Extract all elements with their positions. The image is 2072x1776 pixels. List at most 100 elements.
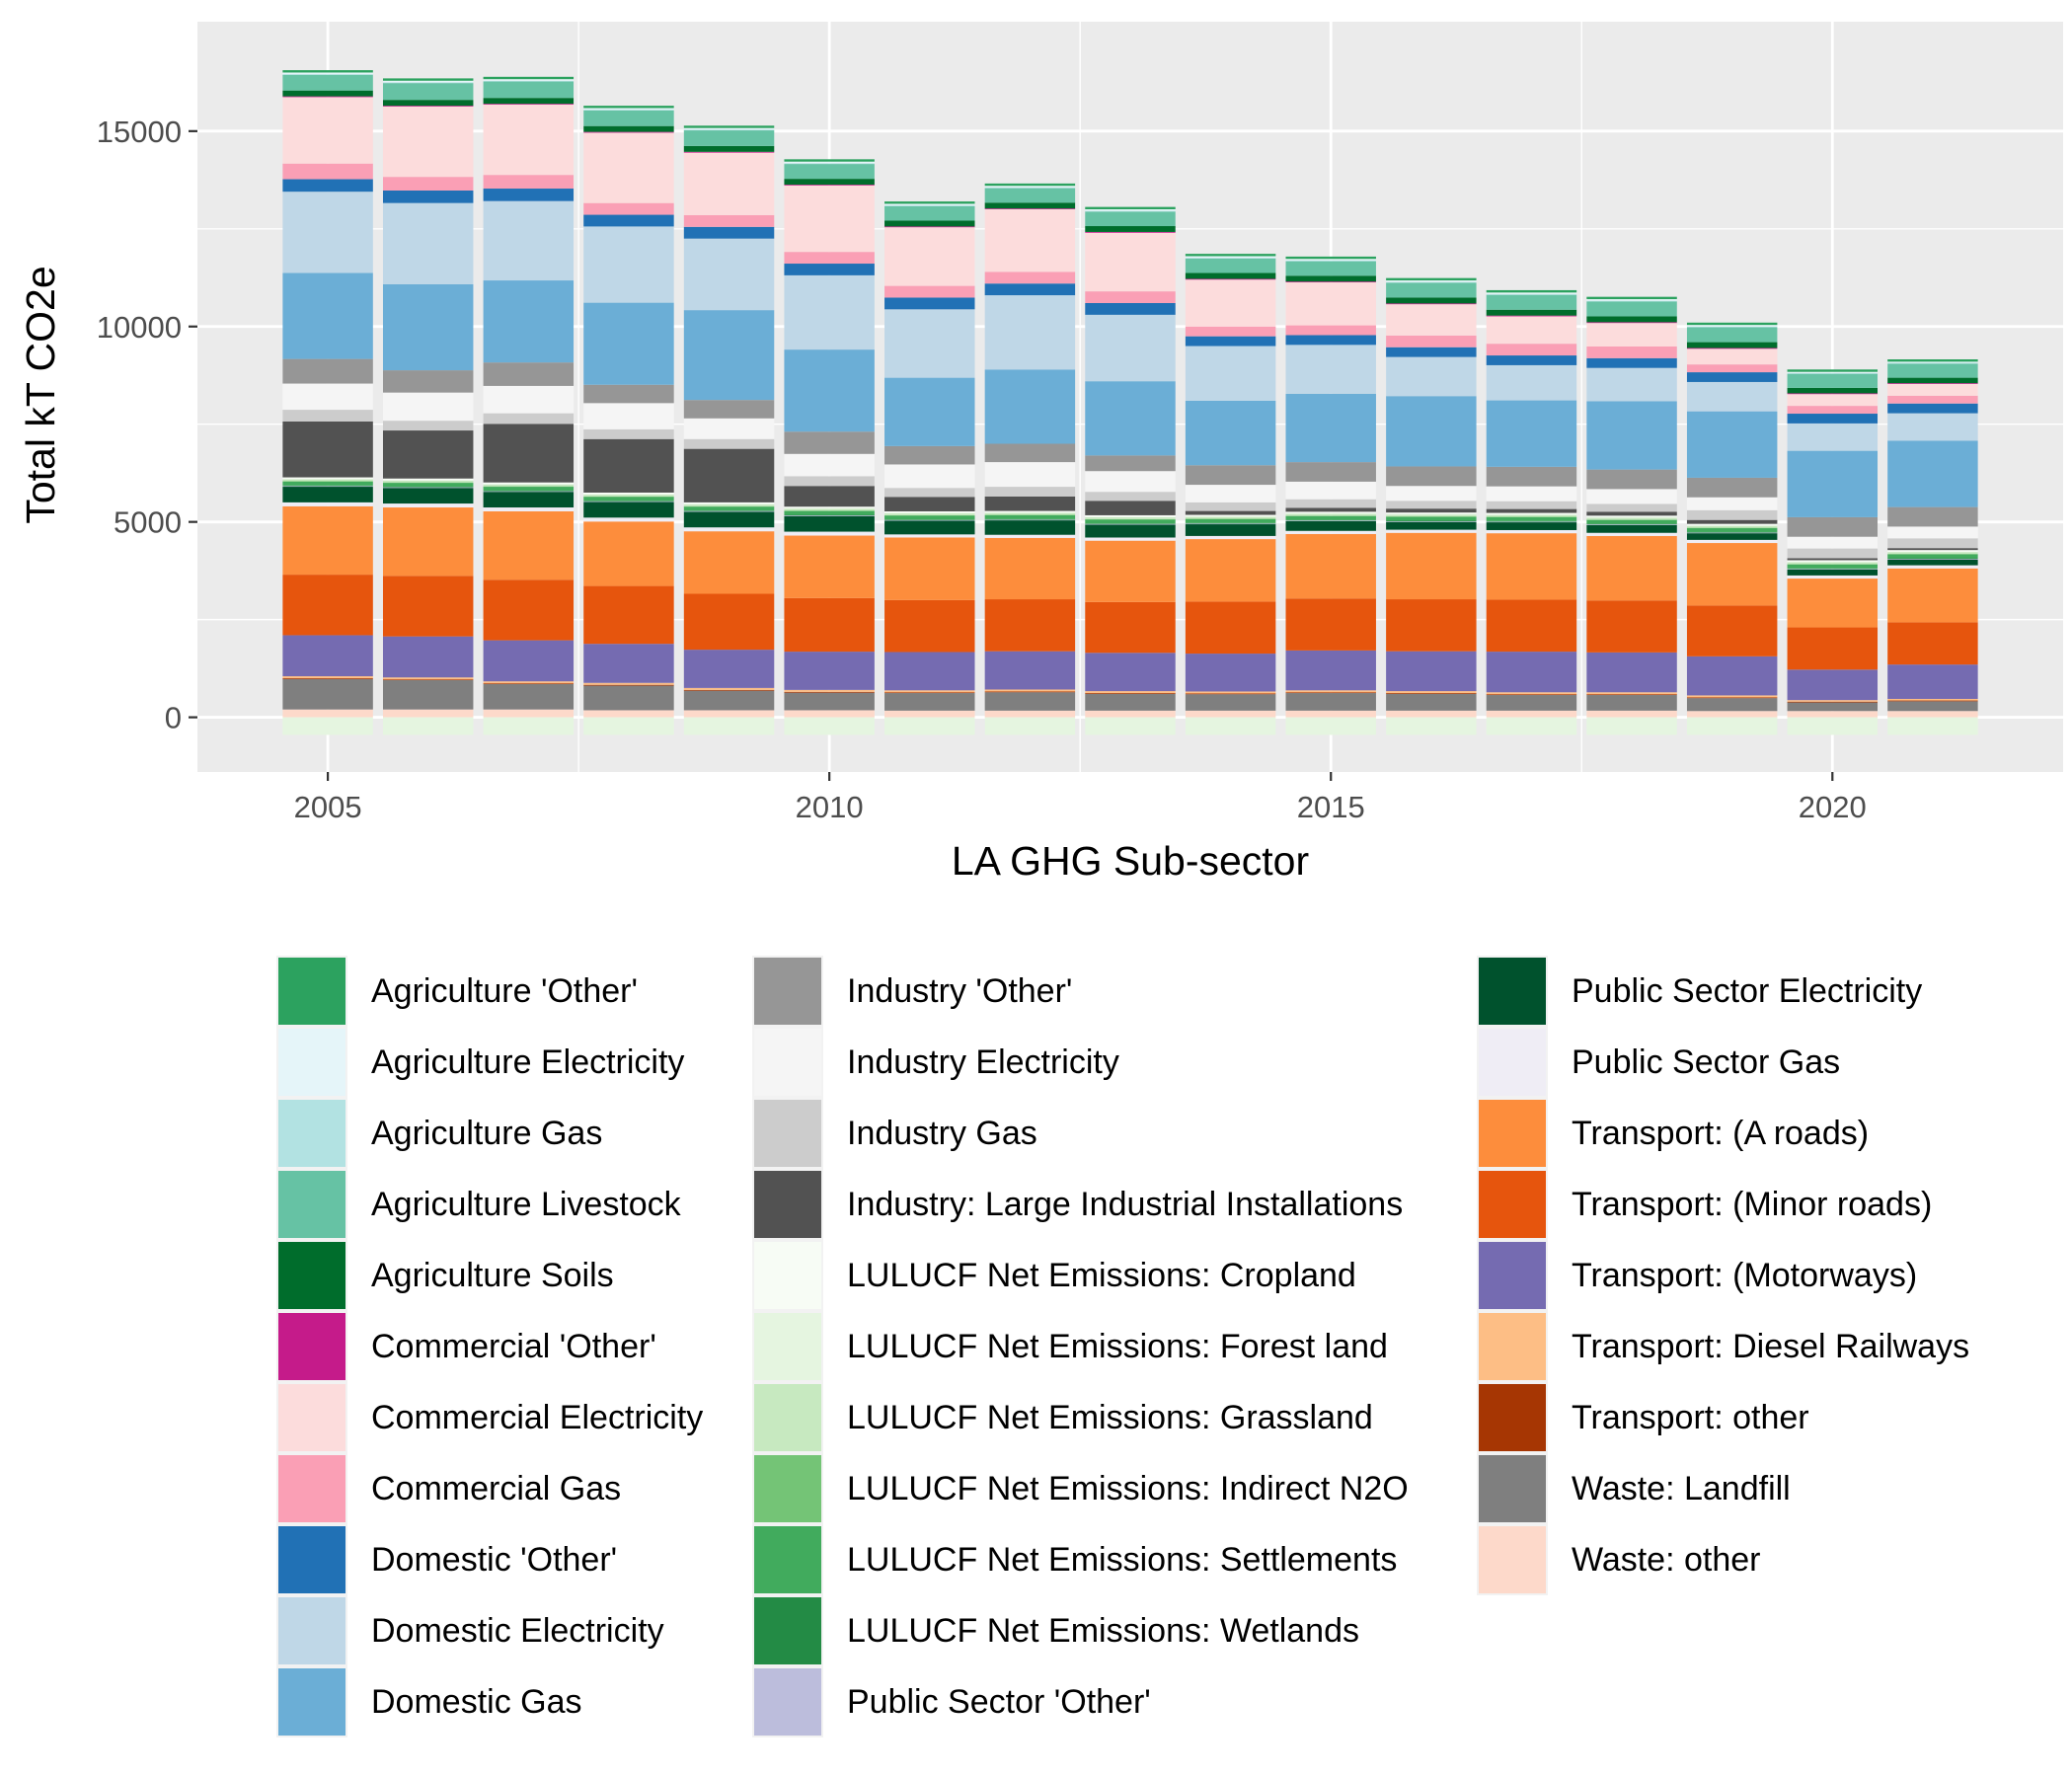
bar-segment — [784, 431, 875, 454]
bar-segment — [1386, 514, 1477, 517]
legend-item: LULUCF Net Emissions: Cropland — [752, 1240, 1463, 1311]
bar-segment — [1586, 489, 1677, 504]
bar-segment — [683, 593, 775, 651]
bar-segment — [1085, 226, 1176, 232]
bar-segment — [1486, 520, 1577, 522]
bar-segment — [1085, 540, 1176, 602]
bar-segment — [382, 83, 474, 101]
bar-segment — [483, 98, 575, 105]
bar-segment — [382, 679, 474, 680]
bar-segment — [1887, 361, 1978, 363]
legend-swatch — [754, 1100, 821, 1167]
bar-segment — [1787, 371, 1879, 373]
bar-segment — [382, 106, 474, 178]
bar-segment — [784, 506, 875, 509]
bar-segment — [1586, 515, 1677, 518]
bar-segment — [1486, 294, 1577, 310]
bar-segment — [1686, 381, 1778, 412]
legend-item: LULUCF Net Emissions: Grassland — [752, 1382, 1463, 1453]
bar-segment — [884, 519, 975, 521]
bar-segment — [1285, 520, 1376, 531]
bar-segment — [1486, 694, 1577, 696]
bar-segment — [683, 527, 775, 532]
bar-segment — [583, 226, 674, 303]
bar-segment — [1887, 558, 1978, 560]
bar-segment — [382, 487, 474, 489]
bar-segment — [282, 479, 373, 482]
bar-segment — [984, 186, 1076, 188]
legend-swatch — [754, 958, 821, 1025]
legend-swatch — [1479, 1526, 1546, 1593]
bar-segment — [1586, 523, 1677, 525]
bar-segment — [483, 579, 575, 641]
bar-segment — [1787, 564, 1879, 565]
bar-segment — [282, 97, 373, 164]
bar-segment — [1686, 527, 1778, 529]
bar-segment — [583, 682, 674, 685]
bar-segment — [1185, 326, 1276, 337]
bar-segment — [1787, 558, 1879, 561]
bar-segment — [1185, 694, 1276, 711]
bar-segment — [1486, 289, 1577, 293]
bar-segment — [583, 497, 674, 502]
bar-segment — [683, 130, 775, 146]
bar-segment — [1085, 717, 1176, 735]
bar-segment — [282, 717, 373, 735]
bar-segment — [1787, 575, 1879, 579]
bar-segment — [1686, 364, 1778, 373]
bar-segment — [1686, 348, 1778, 365]
bar-segment — [1686, 322, 1778, 326]
bar-segment — [583, 438, 674, 493]
bar-segment — [1386, 282, 1477, 298]
bar-segment — [1486, 599, 1577, 653]
bar-segment — [1185, 691, 1276, 694]
bar-segment — [1085, 691, 1176, 694]
bar-segment — [483, 484, 575, 487]
bar-segment — [583, 132, 674, 203]
bar-segment — [1486, 692, 1577, 695]
bar-segment — [984, 520, 1076, 535]
bar-segment — [984, 271, 1076, 284]
bar-segment — [683, 238, 775, 311]
bar-segment — [1185, 258, 1276, 273]
bar-segment — [1085, 693, 1176, 694]
bar-segment — [1686, 605, 1778, 656]
bar-segment — [984, 514, 1076, 519]
bar-segment — [282, 358, 373, 384]
legend-key — [276, 1595, 347, 1666]
bar-segment — [483, 640, 575, 682]
bar-segment — [1386, 297, 1477, 304]
legend-key — [1477, 956, 1548, 1027]
bar-segment — [1686, 509, 1778, 520]
bar-segment — [483, 487, 575, 491]
bar-segment — [884, 512, 975, 515]
bar-segment — [984, 710, 1076, 718]
bar-segment — [1686, 497, 1778, 510]
bar-segment — [984, 518, 1076, 520]
legend-item: Public Sector Gas — [1477, 1027, 2072, 1098]
bar-segment — [1586, 299, 1677, 301]
bar-segment — [784, 710, 875, 718]
bar-segment — [483, 486, 575, 488]
bar-segment — [282, 481, 373, 486]
bar-segment — [483, 362, 575, 386]
bar-segment — [382, 177, 474, 191]
legend-label: Agriculture Electricity — [371, 1043, 685, 1081]
bar-segment — [1386, 521, 1477, 530]
legend-key — [276, 1169, 347, 1240]
legend-swatch — [1479, 1242, 1546, 1309]
bar-segment — [583, 501, 674, 502]
bar-segment — [1686, 411, 1778, 478]
bar-segment — [1285, 513, 1376, 516]
bar-segment — [1887, 403, 1978, 414]
bar-segment — [483, 413, 575, 425]
x-axis-ticks: 2005 2010 2015 2020 — [294, 772, 1867, 824]
bar-segment — [282, 421, 373, 478]
bar-segment — [683, 129, 775, 131]
legend-label: Public Sector Electricity — [1572, 972, 1923, 1010]
bar-segment — [1386, 508, 1477, 513]
bar-segment — [884, 201, 975, 204]
bar-segment — [784, 692, 875, 711]
bar-segment — [683, 505, 775, 507]
legend-key — [276, 956, 347, 1027]
